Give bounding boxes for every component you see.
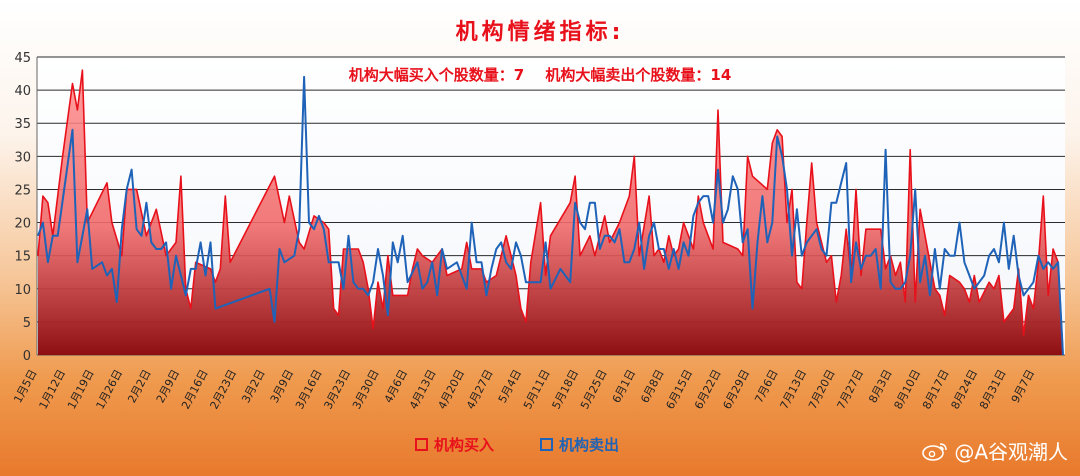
legend-item-buy: 机构买入	[415, 434, 494, 455]
sell-stat-value: 14	[710, 66, 732, 84]
y-tick-label: 5	[23, 316, 31, 331]
buy-stat: 机构大幅买入个股数量：7	[349, 66, 524, 84]
x-tick-label: 2月2日	[125, 367, 153, 405]
x-tick-label: 7月6日	[752, 367, 780, 405]
series-line-0	[37, 69, 1064, 356]
x-tick-label: 8月31日	[977, 367, 1009, 411]
x-tick-label: 3月16日	[293, 367, 325, 411]
stats-line: 机构大幅买入个股数量：7 机构大幅卖出个股数量：14	[0, 64, 1080, 85]
legend-label-sell: 机构卖出	[559, 436, 620, 454]
x-tick-label: 1月5日	[11, 367, 39, 405]
chart-title: 机构情绪指标:	[455, 20, 625, 45]
weibo-icon	[922, 442, 948, 461]
legend: 机构买入 机构卖出	[415, 434, 619, 455]
watermark: @A谷观潮人	[922, 436, 1068, 465]
x-tick-label: 7月13日	[777, 367, 809, 411]
y-tick-label: 40	[14, 84, 31, 99]
x-tick-label: 7月20日	[806, 367, 838, 411]
buy-stat-label: 机构大幅买入个股数量：	[348, 66, 514, 84]
x-tick-label: 3月2日	[239, 367, 267, 405]
x-tick-label: 9月7日	[1009, 367, 1037, 405]
x-tick-label: 5月25日	[578, 367, 610, 411]
series-lines	[37, 69, 1064, 356]
legend-swatch-sell	[540, 438, 554, 451]
x-tick-label: 8月3日	[866, 367, 894, 405]
x-tick-label: 5月4日	[496, 367, 524, 405]
x-tick-label: 1月12日	[36, 367, 68, 411]
y-tick-label: 25	[14, 183, 31, 198]
x-tick-label: 3月23日	[321, 367, 353, 411]
x-tick-label: 5月11日	[521, 367, 553, 411]
x-tick-label: 4月20日	[435, 367, 467, 411]
y-tick-label: 15	[14, 250, 31, 265]
buy-area	[38, 70, 1063, 355]
sell-stat: 机构大幅卖出个股数量：14	[545, 66, 731, 84]
x-tick-label: 4月27日	[464, 367, 496, 411]
x-tick-label: 6月29日	[720, 367, 752, 411]
x-tick-label: 8月24日	[948, 367, 980, 411]
x-tick-label: 6月8日	[638, 367, 666, 405]
x-tick-label: 1月19日	[65, 367, 97, 411]
x-tick-label: 8月17日	[920, 367, 952, 411]
buy-stat-value: 7	[513, 66, 525, 84]
legend-item-sell: 机构卖出	[540, 434, 619, 455]
x-tick-label: 3月30日	[350, 367, 382, 411]
sell-stat-label: 机构大幅卖出个股数量：	[545, 66, 711, 84]
y-axis: 0 5 10 15 20 25 30 35 40 45	[14, 51, 31, 364]
series-line-1	[37, 75, 1064, 356]
y-tick-label: 35	[14, 117, 31, 132]
legend-swatch-buy	[415, 438, 428, 451]
watermark-text: @A谷观潮人	[954, 440, 1068, 464]
x-tick-label: 4月6日	[382, 367, 410, 405]
y-tick-label: 30	[14, 150, 31, 165]
x-tick-label: 8月10日	[891, 367, 923, 411]
x-tick-label: 2月9日	[154, 367, 182, 405]
x-tick-label: 3月9日	[268, 367, 296, 405]
x-tick-label: 2月23日	[207, 367, 239, 411]
x-tick-label: 6月22日	[692, 367, 724, 411]
y-tick-label: 10	[14, 283, 31, 298]
x-tick-label: 4月13日	[407, 367, 439, 411]
y-tick-label: 20	[14, 217, 31, 232]
series-area-0	[38, 70, 1063, 355]
x-tick-label: 2月16日	[179, 367, 211, 411]
y-tick-label: 45	[14, 51, 31, 66]
x-tick-label: 6月15日	[663, 367, 695, 411]
legend-label-buy: 机构买入	[434, 436, 495, 454]
x-tick-label: 7月27日	[834, 367, 866, 411]
x-tick-label: 5月18日	[549, 367, 581, 411]
y-tick-label: 0	[23, 349, 31, 364]
x-tick-label: 1月26日	[93, 367, 125, 411]
x-tick-label: 6月1日	[610, 367, 638, 405]
